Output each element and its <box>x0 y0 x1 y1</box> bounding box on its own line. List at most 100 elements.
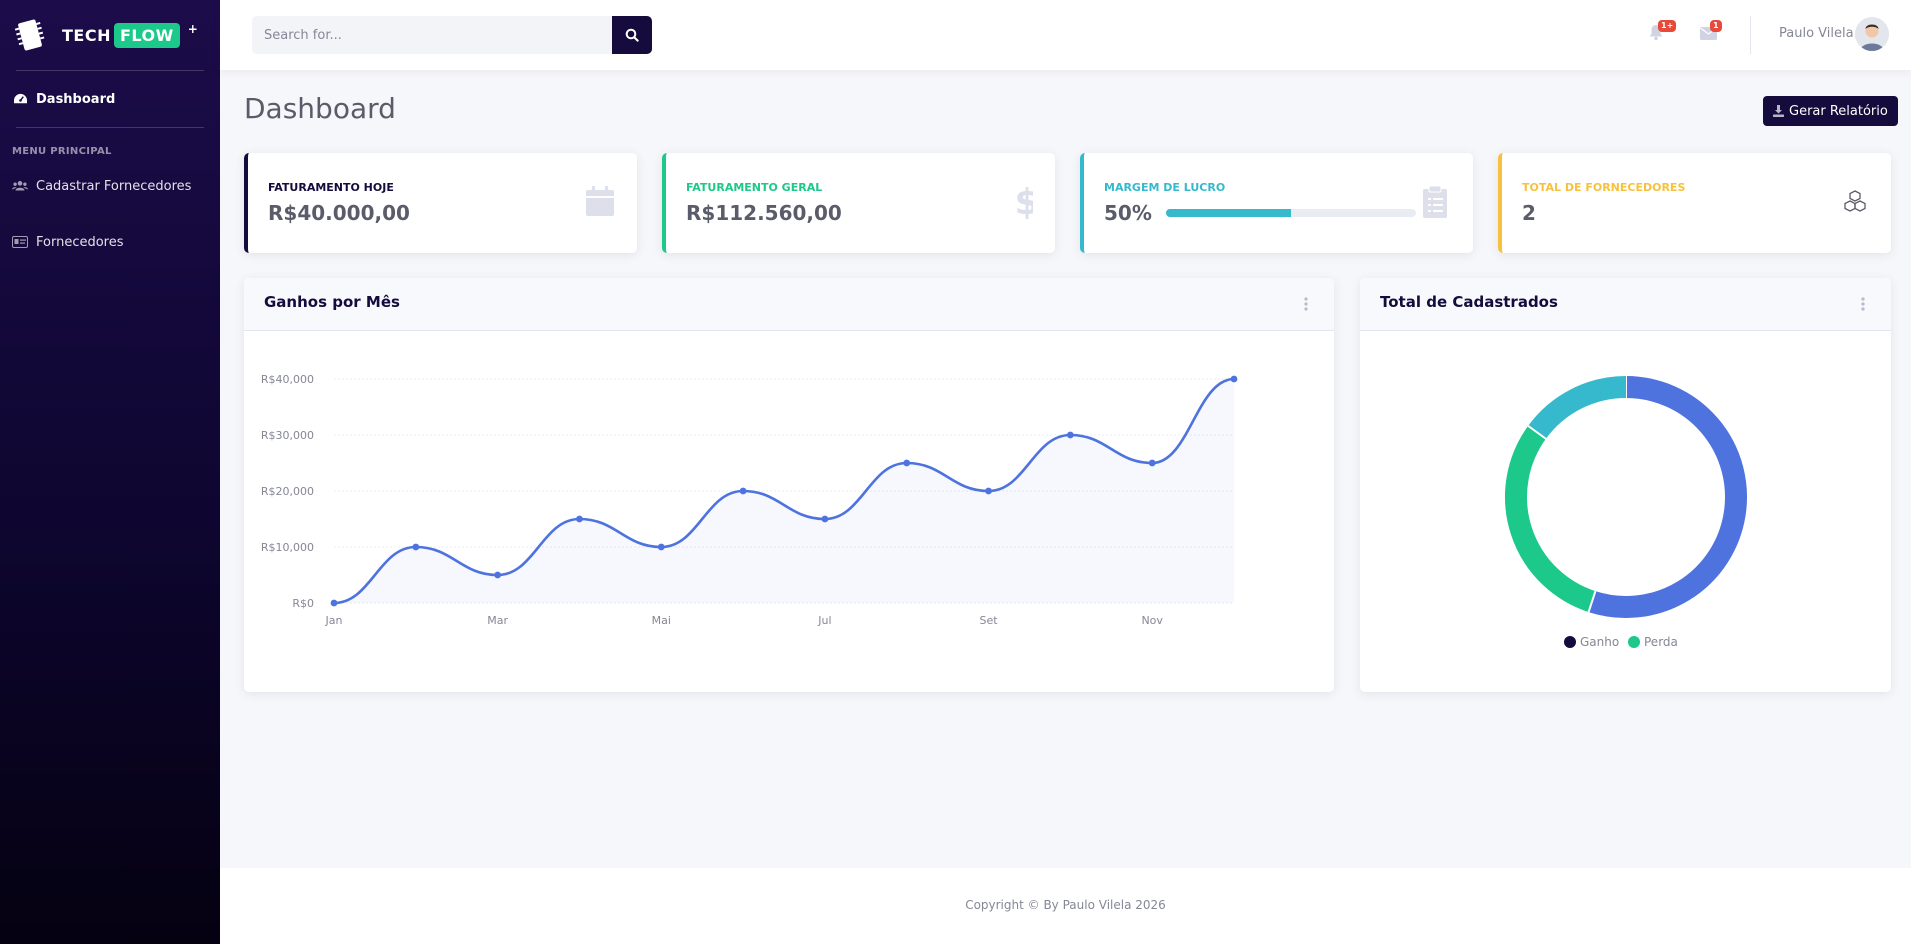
topbar: 1+ 1 Paulo Vilela <box>220 0 1911 70</box>
panel-title: Ganhos por Mês <box>264 293 400 311</box>
stat-card-total-fornecedores: TOTAL DE FORNECEDORES 2 <box>1498 153 1891 253</box>
y-tick-label: R$40,000 <box>261 373 314 386</box>
brand-flow: FLOW <box>113 22 180 48</box>
clipboard-icon <box>1421 185 1453 219</box>
area-fill <box>334 379 1234 603</box>
donut-segment <box>1528 376 1627 440</box>
x-tick-label: Set <box>980 614 999 627</box>
brand-tech: TECH <box>62 25 111 45</box>
vertical-ellipsis-icon[interactable] <box>1861 296 1865 312</box>
stat-card-faturamento-hoje: FATURAMENTO HOJE R$40.000,00 <box>244 153 637 253</box>
stat-value: 50% <box>1104 201 1152 225</box>
stat-value: 2 <box>1522 201 1536 225</box>
sidebar-heading: MENU PRINCIPAL <box>12 146 112 157</box>
legend-label: Ganho <box>1580 635 1619 649</box>
registrations-donut-chart: Ganho Perda <box>1505 376 1747 649</box>
sidebar-divider <box>16 70 204 71</box>
stat-label: FATURAMENTO HOJE <box>268 181 394 194</box>
series-line <box>333 377 1235 605</box>
segment-separator <box>1587 590 1597 613</box>
users-icon <box>12 179 28 193</box>
copyright-text: Copyright © By Paulo Vilela 2026 <box>965 898 1166 912</box>
data-point <box>903 459 911 467</box>
stat-value: R$40.000,00 <box>268 201 410 225</box>
x-tick-label: Mar <box>487 614 508 627</box>
tachometer-icon <box>12 92 28 106</box>
donut-segment <box>1588 376 1747 618</box>
earnings-line-chart: R$0 R$10,000 R$20,000 R$30,000 R$40,000 Jan Ma… <box>261 373 1238 627</box>
legend-swatch <box>1628 636 1640 648</box>
sidebar-item-label: Fornecedores <box>36 234 124 250</box>
topbar-divider <box>1750 16 1751 54</box>
stat-value: R$112.560,00 <box>686 201 842 225</box>
data-point <box>821 515 829 523</box>
data-point <box>1066 431 1074 439</box>
stat-label: MARGEM DE LUCRO <box>1104 181 1226 194</box>
x-tick-label: Nov <box>1141 614 1163 627</box>
data-point <box>739 487 747 495</box>
donut-segment <box>1505 425 1596 613</box>
messages-badge: 1 <box>1710 20 1722 32</box>
panel-header: Ganhos por Mês <box>244 278 1334 331</box>
x-tick-label: Mai <box>652 614 671 627</box>
dollar-icon: $ <box>1003 182 1039 223</box>
legend-label: Perda <box>1644 635 1678 649</box>
sidebar: TECH FLOW + Dashboard MENU PRINCIPAL Cad… <box>0 0 220 944</box>
sidebar-divider <box>16 127 204 128</box>
brand-name: TECH FLOW + <box>62 22 199 48</box>
x-tick-label: Jul <box>817 614 831 627</box>
search-bar <box>252 16 652 54</box>
legend-swatch <box>1564 636 1576 648</box>
footer: Copyright © By Paulo Vilela 2026 <box>220 868 1911 944</box>
svg-text:$: $ <box>1014 185 1033 219</box>
stat-card-faturamento-geral: FATURAMENTO GERAL R$112.560,00 $ <box>662 153 1055 253</box>
x-tick-label: Jan <box>325 614 343 627</box>
data-point <box>1148 459 1156 467</box>
generate-report-label: Gerar Relatório <box>1789 103 1888 119</box>
progress-fill <box>1166 209 1291 217</box>
alerts-button[interactable]: 1+ <box>1648 20 1677 44</box>
data-point <box>330 599 338 607</box>
data-point <box>576 515 583 523</box>
generate-report-button[interactable]: Gerar Relatório <box>1763 96 1898 126</box>
alerts-badge: 1+ <box>1658 20 1677 32</box>
panel-header: Total de Cadastrados <box>1360 278 1891 331</box>
brand-plus: + <box>187 22 199 36</box>
user-avatar[interactable] <box>1855 17 1889 51</box>
sidebar-item-label: Dashboard <box>36 91 116 107</box>
data-point <box>1230 375 1238 383</box>
stat-card-margem-de-lucro: MARGEM DE LUCRO 50% <box>1080 153 1473 253</box>
sidebar-item-cadastrar-fornecedores[interactable]: Cadastrar Fornecedores <box>0 165 220 207</box>
messages-button[interactable]: 1 <box>1700 20 1722 44</box>
search-icon <box>625 28 639 42</box>
cubes-icon <box>1839 189 1871 223</box>
chip-logo-icon <box>14 16 46 54</box>
download-icon <box>1773 105 1784 117</box>
data-point <box>494 571 502 579</box>
y-tick-label: R$30,000 <box>261 429 314 442</box>
stat-label: TOTAL DE FORNECEDORES <box>1522 181 1686 194</box>
data-point <box>985 487 992 495</box>
profit-margin-progress <box>1166 209 1416 217</box>
user-name[interactable]: Paulo Vilela <box>1779 26 1854 41</box>
y-tick-label: R$0 <box>292 597 314 610</box>
y-tick-label: R$20,000 <box>261 485 314 498</box>
vertical-ellipsis-icon[interactable] <box>1304 296 1308 312</box>
sidebar-item-fornecedores[interactable]: Fornecedores <box>0 221 220 263</box>
panel-title: Total de Cadastrados <box>1380 293 1558 311</box>
brand[interactable]: TECH FLOW + <box>0 0 220 70</box>
registrations-chart-card: Total de Cadastrados Ganho Perda <box>1360 278 1891 692</box>
id-card-icon <box>12 235 28 249</box>
data-point <box>657 543 665 551</box>
sidebar-item-dashboard[interactable]: Dashboard <box>0 71 220 127</box>
calendar-icon <box>585 185 617 219</box>
segment-separator <box>1527 425 1547 440</box>
search-button[interactable] <box>612 16 652 54</box>
sidebar-item-label: Cadastrar Fornecedores <box>36 178 192 194</box>
data-point <box>412 543 420 551</box>
stat-label: FATURAMENTO GERAL <box>686 181 823 194</box>
page-title: Dashboard <box>244 92 396 125</box>
search-input[interactable] <box>252 16 612 54</box>
earnings-chart-card: Ganhos por Mês R$0 R$10,000 R$20,000 R$30,0… <box>244 278 1334 692</box>
y-tick-label: R$10,000 <box>261 541 314 554</box>
